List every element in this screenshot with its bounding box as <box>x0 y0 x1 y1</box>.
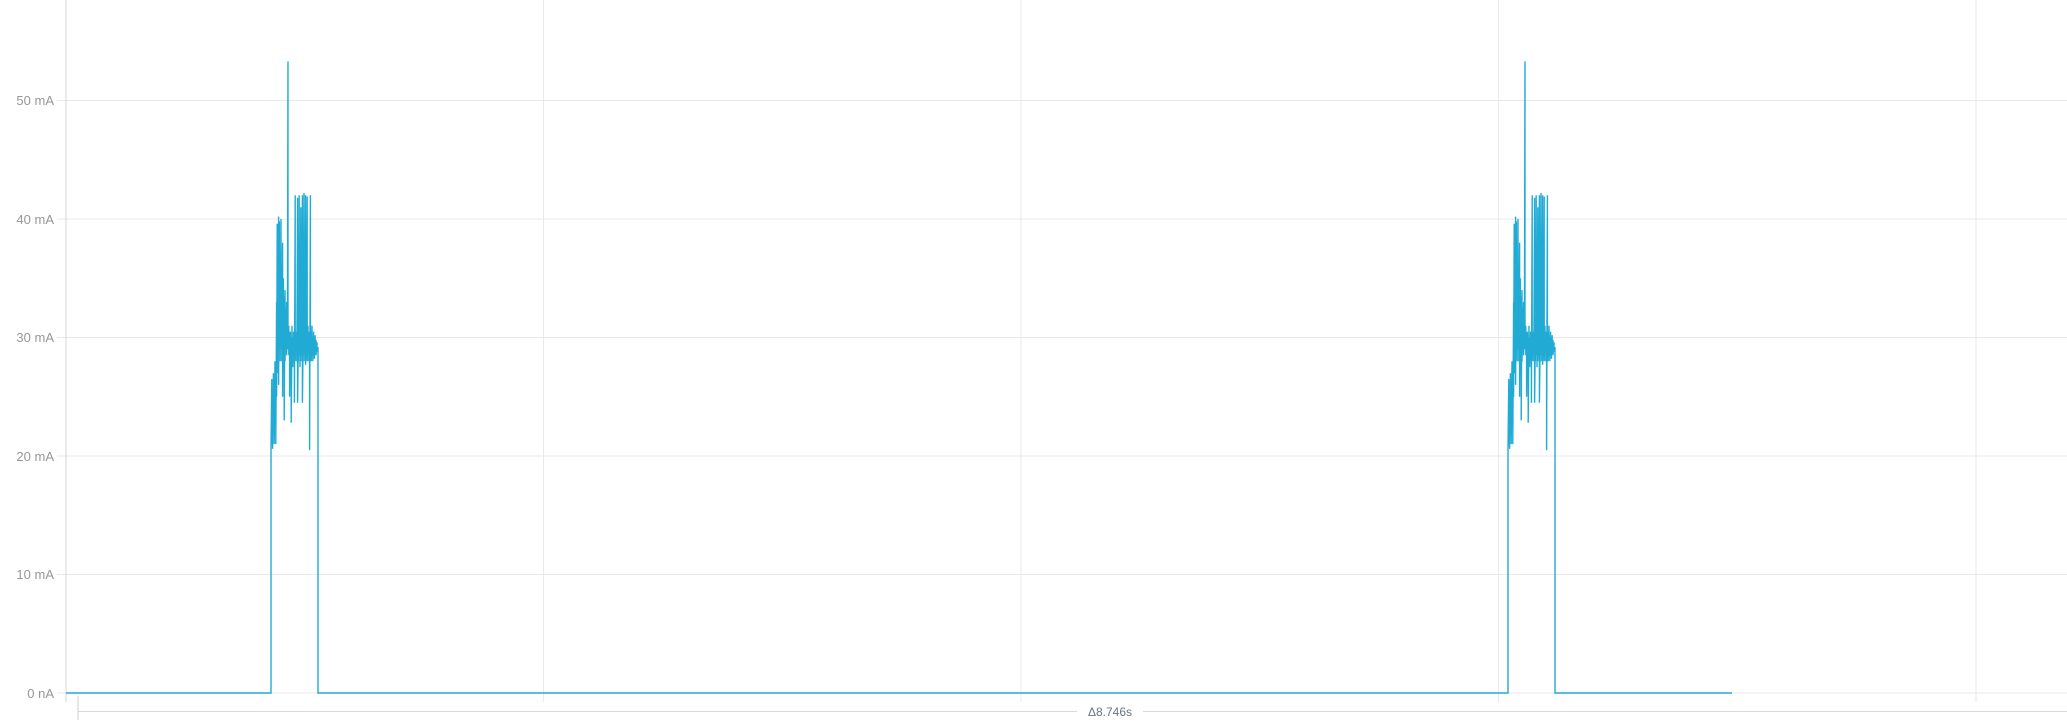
y-tick-label: 50 mA <box>16 93 54 108</box>
y-tick-label: 0 nA <box>27 685 54 701</box>
y-tick-label: 10 mA <box>16 567 54 582</box>
time-delta-label: Δ8.746s <box>1083 704 1137 719</box>
y-tick-label: 40 mA <box>16 211 54 227</box>
y-tick-label: 30 mA <box>16 330 54 345</box>
y-tick-label: 20 mA <box>16 448 54 464</box>
current-trace <box>66 61 1732 694</box>
